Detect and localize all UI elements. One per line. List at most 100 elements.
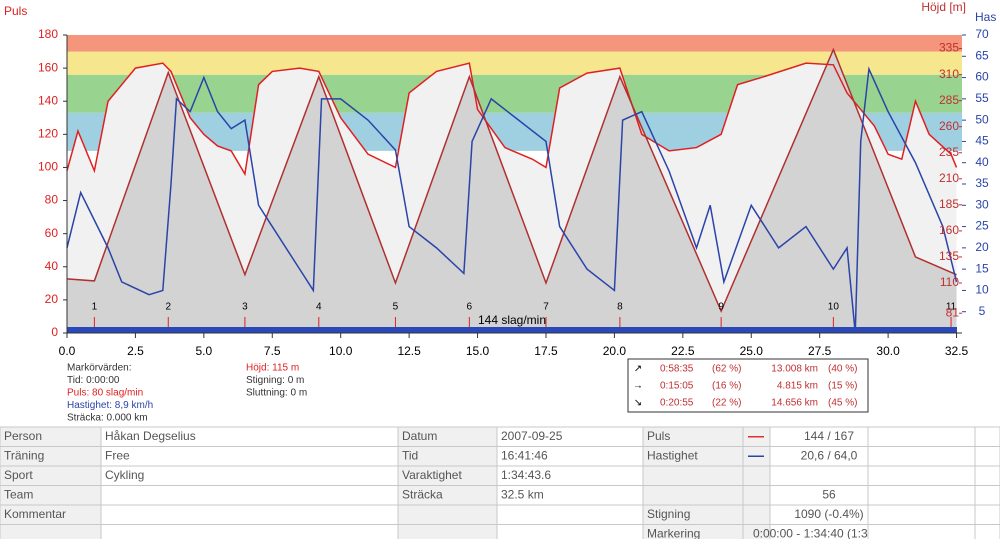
y2-tick-label: 81 [946,305,960,319]
y3-tick-label: 15 [975,261,989,275]
table-cell [769,465,869,486]
table-text: 16:41:46 [501,448,548,462]
x-tick-label: 22.5 [671,344,695,358]
table-cell [974,446,1000,467]
x-tick-label: 27.5 [808,344,832,358]
table-text: 1:34:43.6 [501,468,551,482]
lap-dist: 13.008 km [771,364,818,375]
y3-tick-label: 55 [975,91,989,105]
y3-tick-label: 25 [975,219,989,233]
y3-tick-label: 60 [975,70,989,84]
cursor-info: Sträcka: 0.000 km [67,413,148,424]
lap-arrow: ↘ [634,398,642,409]
lap-label: 8 [617,302,623,313]
lap-pct: (62 %) [712,364,741,375]
table-text: Free [105,448,130,462]
x-tick-label: 12.5 [397,344,421,358]
lap-dist: 4.815 km [777,381,818,392]
y-tick-label: 120 [38,127,58,141]
x-tick-label: 20.0 [603,344,627,358]
y2-tick-label: 335 [939,41,959,55]
table-cell [867,504,976,525]
lap-dpct: (45 %) [828,398,857,409]
y-tick-label: 160 [38,60,58,74]
y3-tick-label: 70 [975,27,989,41]
y2-tick-label: 135 [939,249,959,263]
heart-rate-zone [67,35,962,52]
lap-label: 11 [946,302,957,313]
x-tick-label: 5.0 [196,344,213,358]
y2-tick-label: 210 [939,171,959,185]
y2-tick-label: 185 [939,197,959,211]
table-text: Tid [402,448,418,462]
table-cell [867,465,976,486]
table-cell [100,504,399,525]
lap-box [627,358,869,413]
selection-bar [67,327,957,333]
lap-label: 7 [543,302,549,313]
cursor-info: Markörvärden: [67,363,131,374]
table-cell [974,504,1000,525]
table-text: Håkan Degselius [105,429,196,443]
table-text: Kommentar [4,507,66,521]
y2-tick-label: 235 [939,145,959,159]
y-tick-label: 40 [45,259,59,273]
table-cell [397,524,498,544]
x-tick-label: 0.0 [59,344,76,358]
y3-tick-label: 50 [975,112,989,126]
x-tick-label: 25.0 [740,344,764,358]
lap-label: 2 [165,302,171,313]
y-axis-label: Puls [4,4,27,18]
y-tick-label: 60 [45,226,59,240]
y3-tick-label: 5 [979,304,986,318]
x-tick-label: 17.5 [534,344,558,358]
table-text: 56 [822,487,836,501]
table-text: 144 / 167 [804,429,854,443]
lap-label: 3 [242,302,248,313]
cursor-info: Sluttning: 0 m [246,388,307,399]
table-cell [867,524,976,544]
table-cell [742,504,771,525]
y3-tick-label: 40 [975,155,989,169]
lap-arrow: → [633,381,643,392]
x-tick-label: 30.0 [876,344,900,358]
table-cell [496,524,644,544]
y-tick-label: 100 [38,160,58,174]
table-cell [974,524,1000,544]
lap-label: 1 [92,302,98,313]
y3-tick-label: 65 [975,48,989,62]
table-cell [397,504,498,525]
lap-time: 0:58:35 [660,364,694,375]
y2-tick-label: 310 [939,67,959,81]
series-line [66,66,958,334]
y-tick-label: 20 [45,292,59,306]
table-cell [100,524,399,544]
series-line [66,47,957,314]
table-text: Sträcka [402,487,443,501]
y2-tick-label: 160 [939,223,959,237]
table-text: 20,6 / 64,0 [801,448,858,462]
table-text: 1090 (-0.4%) [794,507,863,521]
y2-tick-label: 110 [940,275,959,289]
table-text: Datum [402,429,437,443]
table-text: Person [4,429,42,443]
y3-tick-label: 10 [975,283,989,297]
x-tick-label: 2.5 [127,344,144,358]
x-tick-label: 7.5 [264,344,281,358]
table-cell [974,426,1000,447]
lap-arrow: ↗ [634,364,642,375]
lap-label: 5 [393,302,399,313]
lap-dpct: (40 %) [828,364,857,375]
cursor-info: Höjd: 115 m [246,363,299,374]
cursor-info: Hastighet: 8,9 km/h [67,400,153,411]
y3-tick-label: 30 [975,197,989,211]
table-text: 2007-09-25 [501,429,563,443]
lap-label: 6 [467,302,473,313]
table-cell [867,485,976,506]
lap-pct: (16 %) [712,381,741,392]
y3-tick-label: 20 [975,240,989,254]
lap-time: 0:15:05 [660,381,694,392]
table-cell [0,524,102,544]
x-tick-label: 32.5 [945,344,969,358]
